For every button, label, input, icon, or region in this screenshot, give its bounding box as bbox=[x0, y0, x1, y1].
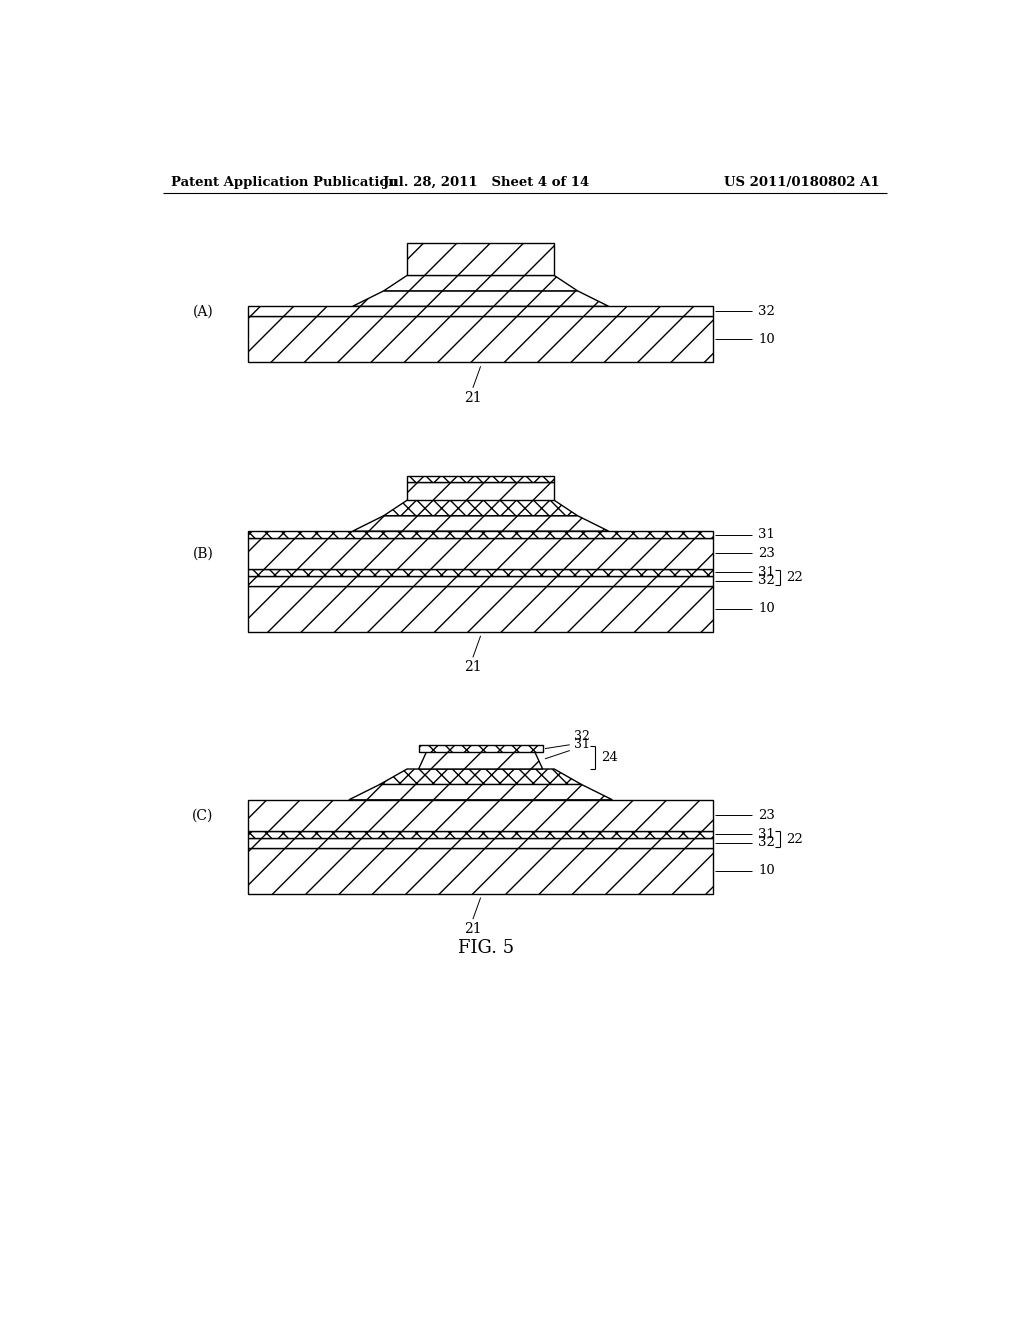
Text: US 2011/0180802 A1: US 2011/0180802 A1 bbox=[724, 176, 880, 189]
Polygon shape bbox=[248, 576, 713, 586]
Polygon shape bbox=[349, 784, 612, 800]
Text: Patent Application Publication: Patent Application Publication bbox=[171, 176, 397, 189]
Text: 21: 21 bbox=[464, 923, 481, 936]
Polygon shape bbox=[248, 539, 713, 569]
Polygon shape bbox=[248, 800, 713, 830]
Text: 10: 10 bbox=[758, 602, 775, 615]
Polygon shape bbox=[248, 569, 713, 576]
Text: 32: 32 bbox=[758, 574, 775, 587]
Polygon shape bbox=[248, 306, 713, 317]
Polygon shape bbox=[248, 531, 713, 539]
Polygon shape bbox=[248, 847, 713, 894]
Polygon shape bbox=[407, 243, 554, 276]
Polygon shape bbox=[352, 290, 608, 306]
Text: 24: 24 bbox=[601, 751, 617, 763]
Text: 10: 10 bbox=[758, 333, 775, 346]
Text: 32: 32 bbox=[758, 836, 775, 849]
Text: (C): (C) bbox=[191, 808, 213, 822]
Text: 22: 22 bbox=[786, 833, 803, 846]
Text: 23: 23 bbox=[758, 809, 775, 822]
Polygon shape bbox=[407, 475, 554, 483]
Polygon shape bbox=[419, 744, 543, 752]
Polygon shape bbox=[407, 483, 554, 500]
Text: 31: 31 bbox=[758, 828, 775, 841]
Text: 31: 31 bbox=[758, 528, 775, 541]
Polygon shape bbox=[419, 752, 543, 770]
Text: 22: 22 bbox=[786, 570, 803, 583]
Polygon shape bbox=[248, 830, 713, 838]
Text: (A): (A) bbox=[193, 304, 213, 318]
Text: 31: 31 bbox=[573, 738, 590, 751]
Text: Jul. 28, 2011   Sheet 4 of 14: Jul. 28, 2011 Sheet 4 of 14 bbox=[383, 176, 589, 189]
Polygon shape bbox=[248, 317, 713, 363]
Polygon shape bbox=[380, 770, 582, 784]
Polygon shape bbox=[384, 276, 578, 290]
Polygon shape bbox=[384, 500, 578, 516]
Text: FIG. 5: FIG. 5 bbox=[458, 939, 514, 957]
Text: 21: 21 bbox=[464, 391, 481, 405]
Polygon shape bbox=[352, 516, 608, 531]
Text: 23: 23 bbox=[758, 546, 775, 560]
Text: 32: 32 bbox=[758, 305, 775, 318]
Text: 10: 10 bbox=[758, 865, 775, 878]
Polygon shape bbox=[248, 586, 713, 632]
Text: 21: 21 bbox=[464, 660, 481, 675]
Polygon shape bbox=[248, 838, 713, 847]
Text: (B): (B) bbox=[193, 546, 213, 561]
Text: 32: 32 bbox=[573, 730, 590, 743]
Text: 31: 31 bbox=[758, 566, 775, 578]
